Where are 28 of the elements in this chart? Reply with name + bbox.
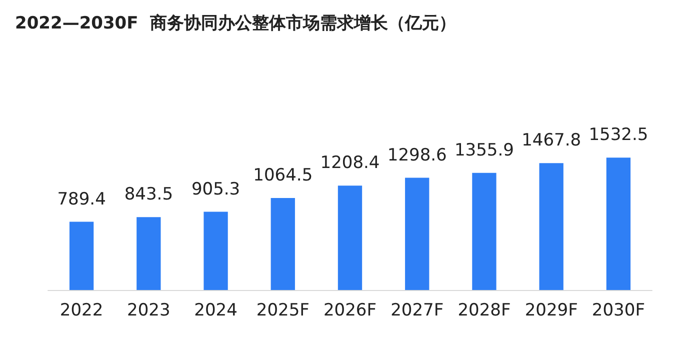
x-tick-label: 2028F [458, 300, 511, 320]
data-label: 1467.8 [522, 130, 582, 151]
bar [539, 163, 564, 290]
data-label: 1298.6 [387, 145, 447, 166]
bar [338, 186, 362, 290]
bar [405, 178, 430, 290]
data-label: 1208.4 [320, 153, 380, 174]
x-tick-label: 2030F [592, 300, 645, 320]
chart-title: 2022—2030F 商务协同办公整体市场需求增长（亿元） [15, 14, 456, 34]
bar [472, 172, 496, 290]
x-tick-label: 2022 [60, 300, 104, 320]
x-tick-label: 2023 [127, 300, 170, 320]
bar [204, 212, 228, 290]
x-tick-label: 2025F [256, 300, 310, 320]
bar [606, 158, 631, 290]
data-label: 905.3 [191, 179, 240, 200]
data-label: 1064.5 [253, 166, 313, 186]
x-tick-label: 2026F [323, 300, 377, 320]
x-tick-label: 2024 [194, 300, 238, 320]
x-tick-label: 2027F [390, 300, 444, 320]
data-label: 789.4 [57, 189, 106, 210]
bar [69, 222, 94, 290]
bar [270, 198, 295, 290]
data-label: 843.5 [124, 184, 174, 205]
bar [136, 217, 161, 290]
data-label: 1355.9 [454, 140, 514, 160]
data-label: 1532.5 [588, 125, 648, 146]
x-tick-label: 2029F [524, 300, 578, 320]
